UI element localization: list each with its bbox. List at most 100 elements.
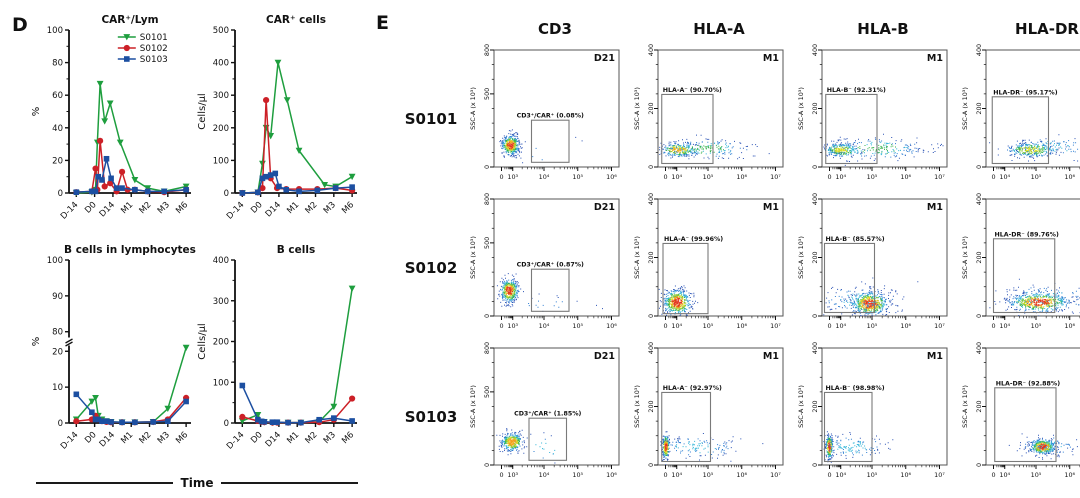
flow-plot-grid: CD3 HLA-A HLA-B HLA-DR S0101 0 500 800 SSC-…: [402, 14, 1080, 491]
y-axis-label: SSC-A (x 10³): [797, 385, 805, 428]
svg-text:0: 0: [991, 173, 995, 181]
row-label-s0103: S0103: [404, 407, 458, 426]
timepoint-label: M1: [927, 53, 943, 64]
series-S0102: [239, 96, 356, 197]
svg-text:M1: M1: [119, 200, 135, 216]
series-S0103: [73, 155, 189, 195]
svg-text:M1: M1: [285, 430, 301, 446]
row-label-s0102: S0102: [404, 258, 458, 277]
svg-text:0: 0: [811, 463, 819, 467]
svg-text:0: 0: [975, 314, 983, 318]
gate-label: HLA-B⁻ (98.98%): [826, 385, 885, 392]
svg-text:40: 40: [52, 124, 63, 134]
flow-plot-cell: 0 500 800 SSC-A (x 10³) 0 10³ 10⁴ 10⁵ 10⁶ CD3⁺/CA…: [460, 44, 624, 193]
svg-text:10⁶: 10⁶: [736, 173, 747, 181]
flow-plot-S0103-CD3: 0 500 800 SSC-A (x 10³) 0 10³ 10⁴ 10⁵ 10⁶ CD3⁺/CA…: [469, 342, 620, 479]
svg-text:D-14: D-14: [59, 200, 81, 222]
svg-text:400: 400: [811, 342, 819, 354]
panel-d-label: D: [12, 14, 28, 36]
timepoint-label: D21: [594, 202, 615, 213]
svg-text:800: 800: [483, 342, 491, 354]
y-axis-label: SSC-A (x 10³): [961, 385, 969, 428]
svg-text:0: 0: [663, 173, 667, 181]
svg-text:200: 200: [213, 338, 229, 348]
flow-plot-S0102-HLA-B: 0 200 400 SSC-A (x 10³) 0 10⁴ 10⁵ 10⁶ 10⁷ HLA-B⁻ …: [797, 193, 948, 330]
series-S0101: [238, 285, 356, 426]
svg-text:10⁴: 10⁴: [999, 322, 1010, 330]
svg-text:10⁵: 10⁵: [1031, 173, 1042, 181]
svg-text:10⁶: 10⁶: [606, 471, 617, 479]
svg-text:M1: M1: [285, 200, 301, 216]
svg-text:10⁴: 10⁴: [835, 322, 846, 330]
timepoint-label: D21: [594, 351, 615, 362]
svg-text:M3: M3: [156, 200, 172, 216]
svg-text:200: 200: [647, 251, 655, 263]
svg-text:D14: D14: [98, 200, 117, 219]
flow-plot-cell: 0 200 400 SSC-A (x 10³) 0 10⁴ 10⁵ 10⁶ 10⁷ HLA-B⁻ …: [788, 342, 952, 491]
svg-text:0: 0: [483, 165, 491, 169]
gate-label: CD3⁺/CAR⁺ (0.87%): [517, 262, 584, 269]
svg-text:S0101: S0101: [140, 33, 168, 43]
time-axis-line-left: [36, 482, 173, 484]
flow-plot-cell: 0 500 800 SSC-A (x 10³) 0 10³ 10⁴ 10⁵ 10⁶ CD3⁺/CA…: [460, 193, 624, 342]
svg-text:10: 10: [52, 383, 63, 393]
svg-text:10⁵: 10⁵: [703, 322, 714, 330]
gate-label: HLA-B⁻ (92.31%): [827, 87, 886, 94]
svg-text:10⁵: 10⁵: [572, 471, 583, 479]
svg-text:400: 400: [647, 193, 655, 205]
svg-text:D0: D0: [83, 430, 99, 446]
svg-text:400: 400: [213, 256, 229, 266]
y-axis-label: SSC-A (x 10³): [469, 87, 477, 130]
svg-text:10⁷: 10⁷: [770, 322, 781, 330]
svg-text:10³: 10³: [507, 471, 518, 479]
svg-text:0: 0: [663, 322, 667, 330]
gate-rect: [992, 238, 1056, 314]
scatter-points: [989, 278, 1080, 316]
svg-text:M6: M6: [340, 430, 356, 446]
svg-text:10⁵: 10⁵: [867, 471, 878, 479]
svg-text:10⁵: 10⁵: [572, 322, 583, 330]
flow-plot-S0102-HLA-A: 0 200 400 SSC-A (x 10³) 0 10⁴ 10⁵ 10⁶ 10⁷ HLA-A⁻ …: [633, 193, 784, 330]
svg-text:20: 20: [52, 347, 63, 357]
flow-plot-S0103-HLA-A: 0 200 400 SSC-A (x 10³) 0 10⁴ 10⁵ 10⁶ 10⁷ HLA-A⁻ …: [633, 342, 784, 479]
y-axis-label: Cells/µl: [197, 323, 208, 359]
svg-text:S0103: S0103: [140, 55, 168, 65]
y-axis-label: SSC-A (x 10³): [469, 385, 477, 428]
scatter-points: [496, 273, 603, 312]
chart-title: CAR⁺ cells: [266, 14, 326, 26]
svg-text:200: 200: [811, 400, 819, 412]
svg-text:200: 200: [975, 251, 983, 263]
gate-label: CD3⁺/CAR⁺ (0.08%): [517, 113, 584, 120]
scatter-points: [658, 285, 699, 316]
gate-rect: [662, 242, 709, 315]
svg-text:10⁶: 10⁶: [900, 322, 911, 330]
flow-plot-cell: 0 200 400 SSC-A (x 10³) 0 10⁴ 10⁵ 10⁶ 10⁷ HLA-B⁻ …: [788, 193, 952, 342]
svg-text:M6: M6: [174, 200, 190, 216]
gate-label: CD3⁺/CAR⁺ (1.85%): [514, 411, 581, 418]
line-chart-2: B cells in lymphocytes 0 10 20 80 90 100 D-14 D0…: [31, 244, 196, 452]
svg-text:200: 200: [811, 102, 819, 114]
svg-text:0: 0: [663, 471, 667, 479]
svg-text:10⁴: 10⁴: [835, 173, 846, 181]
svg-text:400: 400: [213, 59, 229, 69]
gate-rect: [661, 391, 712, 463]
svg-text:0: 0: [647, 314, 655, 318]
series-S0101: [238, 59, 356, 197]
svg-text:10³: 10³: [507, 322, 518, 330]
svg-text:10⁵: 10⁵: [703, 173, 714, 181]
svg-text:10⁶: 10⁶: [1064, 173, 1075, 181]
panel-d: D CAR⁺/Lym 0 20 40 60 80 100 D-14 D0 D14 M1 M2 M3 M6 S…: [6, 2, 362, 496]
svg-text:10⁶: 10⁶: [606, 322, 617, 330]
svg-text:0: 0: [975, 463, 983, 467]
svg-text:10⁷: 10⁷: [934, 173, 945, 181]
svg-text:S0102: S0102: [140, 44, 168, 54]
svg-text:10⁶: 10⁶: [900, 471, 911, 479]
flow-plot-cell: 0 500 800 SSC-A (x 10³) 0 10³ 10⁴ 10⁵ 10⁶ CD3⁺/CA…: [460, 342, 624, 491]
svg-text:0: 0: [224, 189, 229, 199]
svg-text:0: 0: [58, 419, 63, 429]
svg-text:100: 100: [213, 378, 229, 388]
svg-text:200: 200: [647, 102, 655, 114]
